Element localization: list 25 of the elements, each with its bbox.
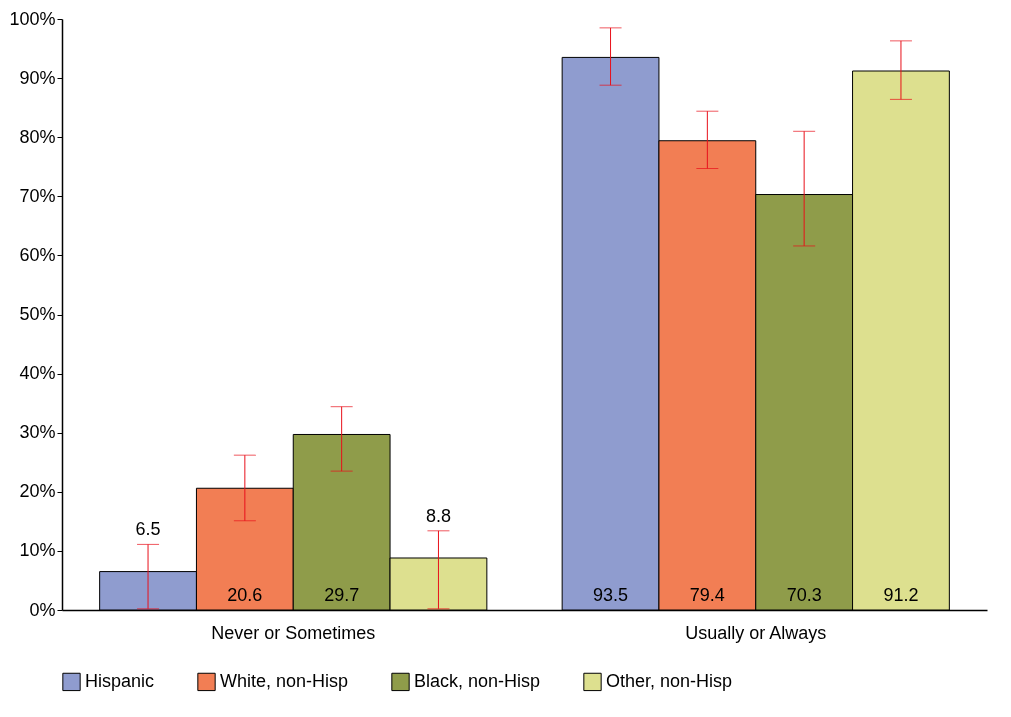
data-label: 20.6 xyxy=(227,585,263,605)
y-tick-label: 40% xyxy=(19,363,56,384)
y-tick-label: 0% xyxy=(29,599,56,620)
y-tick-label: 30% xyxy=(19,422,56,443)
data-label: 8.8 xyxy=(425,505,451,526)
legend-label: White, non-Hisp xyxy=(220,670,349,691)
data-label: 29.7 xyxy=(324,585,360,605)
legend-label: Other, non-Hisp xyxy=(606,670,733,691)
data-label: 93.5 xyxy=(593,585,629,605)
y-tick-label: 50% xyxy=(19,304,56,324)
y-tick-label: 90% xyxy=(19,67,56,88)
legend-label: Black, non-Hisp xyxy=(414,670,541,691)
y-tick-label: 80% xyxy=(19,126,56,147)
data-label: 79.4 xyxy=(689,585,725,605)
y-tick-label: 20% xyxy=(19,481,56,502)
y-tick-label: 100% xyxy=(9,8,56,29)
data-label: 6.5 xyxy=(135,519,161,540)
data-label: 70.3 xyxy=(786,585,822,605)
y-tick-label: 60% xyxy=(19,244,56,265)
x-tick-label: Usually or Always xyxy=(685,622,827,643)
y-tick-label: 70% xyxy=(19,185,56,206)
data-label: 91.2 xyxy=(883,585,919,605)
x-tick-label: Never or Sometimes xyxy=(211,622,376,643)
legend-label: Hispanic xyxy=(85,670,155,691)
y-tick-label: 10% xyxy=(19,540,56,561)
